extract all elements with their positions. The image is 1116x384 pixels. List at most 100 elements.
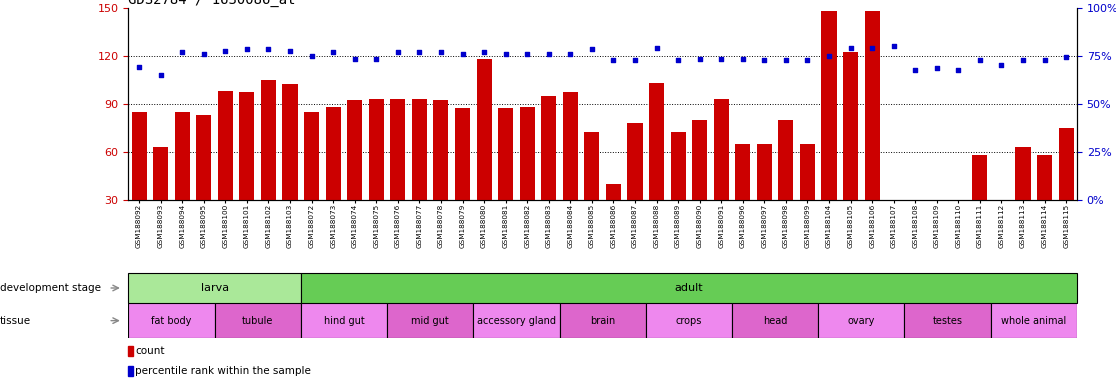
Point — [820, 53, 838, 59]
Bar — [153, 147, 169, 200]
Bar — [477, 59, 492, 200]
Bar — [671, 132, 685, 200]
Text: tissue: tissue — [0, 316, 31, 326]
Text: larva: larva — [201, 283, 229, 293]
Bar — [991, 303, 1077, 338]
Point — [626, 58, 644, 64]
Bar — [128, 346, 133, 356]
Text: testes: testes — [933, 316, 963, 326]
Point — [238, 46, 256, 52]
Point — [885, 43, 903, 49]
Bar — [239, 93, 254, 200]
Bar — [214, 303, 301, 338]
Text: percentile rank within the sample: percentile rank within the sample — [135, 366, 311, 376]
Bar — [455, 109, 470, 200]
Bar — [646, 303, 732, 338]
Point — [863, 45, 881, 51]
Point — [475, 50, 493, 56]
Point — [346, 56, 364, 62]
Point — [1014, 58, 1032, 64]
Bar — [196, 115, 211, 200]
Point — [605, 58, 623, 64]
Point — [950, 67, 968, 73]
Bar — [821, 11, 837, 200]
Point — [325, 50, 343, 56]
Bar — [757, 144, 772, 200]
Point — [1036, 58, 1054, 64]
Bar — [473, 303, 559, 338]
Bar — [562, 93, 578, 200]
Bar — [972, 155, 988, 200]
Point — [302, 53, 320, 59]
Point — [195, 51, 213, 57]
Bar — [541, 96, 556, 200]
Point — [712, 56, 730, 62]
Text: mid gut: mid gut — [412, 316, 449, 326]
Point — [583, 46, 600, 52]
Point — [453, 51, 471, 57]
Point — [927, 65, 945, 71]
Bar — [907, 200, 923, 232]
Bar — [778, 120, 793, 200]
Bar — [128, 366, 133, 376]
Bar — [606, 184, 620, 200]
Point — [734, 56, 752, 62]
Text: development stage: development stage — [0, 283, 102, 293]
Bar — [1037, 155, 1052, 200]
Bar — [368, 99, 384, 200]
Point — [411, 50, 429, 56]
Point — [691, 56, 709, 62]
Text: adult: adult — [674, 283, 703, 293]
Bar — [498, 109, 513, 200]
Point — [777, 58, 795, 64]
Bar — [326, 107, 340, 200]
Bar — [930, 200, 944, 235]
Bar — [391, 99, 405, 200]
Bar — [1059, 127, 1074, 200]
Bar — [650, 83, 664, 200]
Bar — [304, 112, 319, 200]
Text: hind gut: hind gut — [324, 316, 364, 326]
Bar — [128, 273, 301, 303]
Bar — [218, 91, 233, 200]
Point — [540, 51, 558, 57]
Point — [388, 50, 406, 56]
Point — [670, 58, 687, 64]
Text: fat body: fat body — [152, 316, 192, 326]
Point — [841, 45, 859, 51]
Bar — [732, 303, 818, 338]
Bar — [387, 303, 473, 338]
Bar — [520, 107, 535, 200]
Bar — [261, 80, 276, 200]
Point — [260, 46, 278, 52]
Bar — [800, 144, 815, 200]
Point — [971, 58, 989, 64]
Point — [497, 51, 514, 57]
Bar — [301, 273, 1077, 303]
Bar — [818, 303, 904, 338]
Text: tubule: tubule — [242, 316, 273, 326]
Text: count: count — [135, 346, 165, 356]
Point — [906, 67, 924, 73]
Bar — [904, 303, 991, 338]
Point — [217, 48, 234, 54]
Bar — [347, 101, 363, 200]
Point — [799, 58, 817, 64]
Point — [152, 72, 170, 78]
Point — [281, 48, 299, 54]
Bar — [843, 53, 858, 200]
Point — [131, 64, 148, 70]
Point — [432, 50, 450, 56]
Point — [756, 58, 773, 64]
Bar — [585, 132, 599, 200]
Bar — [735, 144, 750, 200]
Bar — [132, 112, 146, 200]
Bar — [412, 99, 427, 200]
Bar — [301, 303, 387, 338]
Bar — [128, 303, 214, 338]
Point — [367, 56, 385, 62]
Text: accessory gland: accessory gland — [477, 316, 556, 326]
Text: GDS2784 / 1630086_at: GDS2784 / 1630086_at — [128, 0, 296, 7]
Point — [1057, 54, 1075, 60]
Text: head: head — [763, 316, 787, 326]
